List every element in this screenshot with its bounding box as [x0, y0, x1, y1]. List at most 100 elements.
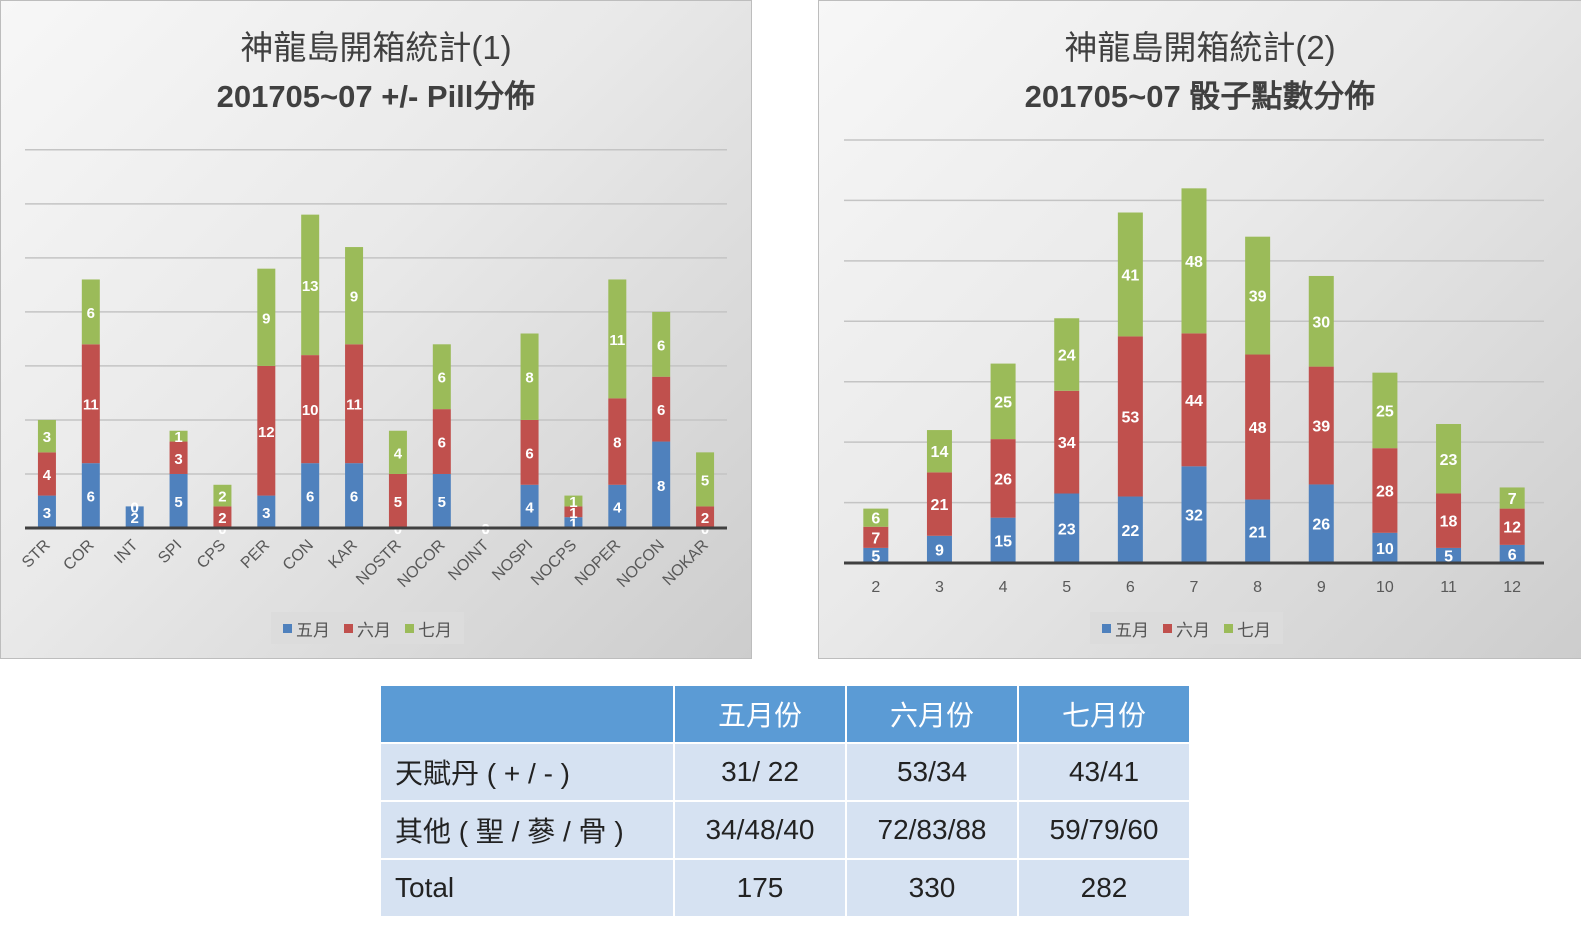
table-row-label: Total: [379, 858, 675, 918]
bar-segment: [1245, 499, 1271, 563]
data-label: 3: [174, 451, 182, 468]
bar-segment: [1372, 372, 1398, 449]
data-label: 7: [1508, 491, 1517, 508]
data-label: 6: [438, 370, 446, 387]
table-cell: 330: [845, 858, 1019, 918]
bar-segment: [608, 484, 627, 528]
table-cell: 31/ 22: [673, 742, 847, 802]
data-label: 11: [346, 397, 362, 414]
bar-segment: [696, 506, 715, 528]
bar-segment: [1372, 532, 1398, 563]
bar-segment: [863, 508, 889, 527]
data-label: 4: [394, 445, 403, 462]
data-label: 3: [43, 505, 51, 522]
legend-item-may: 五月: [1102, 616, 1149, 641]
legend-label-may: 五月: [296, 620, 330, 640]
bar-segment: [388, 473, 407, 528]
bar-segment: [81, 344, 100, 464]
data-label: 6: [87, 489, 95, 506]
data-label: 1: [569, 505, 577, 522]
data-label: 2: [218, 489, 226, 506]
data-label: 4: [613, 499, 622, 516]
legend-swatch-july: [1224, 623, 1233, 633]
data-label: 0: [131, 499, 139, 516]
bar-segment: [608, 279, 627, 399]
table-cell: 53/34: [845, 742, 1019, 802]
legend-item-may: 五月: [283, 616, 330, 641]
bar-segment: [169, 441, 188, 474]
bar-segment: [1499, 508, 1525, 545]
data-label: 6: [438, 435, 446, 452]
data-label: 23: [1058, 521, 1076, 538]
data-label: 5: [394, 494, 402, 511]
data-label: 11: [609, 332, 625, 349]
data-label: 12: [1503, 520, 1521, 537]
bar-segment: [37, 419, 56, 453]
data-label: 26: [994, 471, 1012, 488]
bar-segment: [652, 376, 671, 442]
bar-segment: [1054, 318, 1080, 391]
data-label: 22: [1121, 523, 1139, 540]
data-label: 4: [525, 499, 534, 516]
bar-segment: [1181, 333, 1207, 467]
data-label: 3: [262, 505, 270, 522]
bar-segment: [37, 495, 56, 528]
data-label: 12: [258, 424, 275, 441]
bar-segment: [1436, 493, 1462, 548]
bar-segment: [1054, 493, 1080, 563]
table-cell: 34/48/40: [673, 800, 847, 860]
chart1-legend: 五月 六月 七月: [271, 612, 464, 644]
data-label: 13: [302, 278, 319, 295]
bar-segment: [301, 355, 320, 464]
bar-segment: [926, 472, 952, 536]
data-label: 39: [1249, 289, 1267, 306]
bar-segment: [432, 344, 451, 410]
data-label: 8: [525, 370, 533, 387]
bar-segment: [520, 484, 539, 528]
bar-segment: [169, 473, 188, 528]
bar-segment: [1117, 212, 1143, 337]
x-tick-label: NOINT: [445, 537, 492, 584]
data-label: 5: [871, 548, 880, 565]
bar-segment: [863, 526, 889, 548]
table-header-cell: [379, 684, 675, 744]
data-label: 15: [994, 533, 1012, 550]
data-label: 6: [306, 489, 314, 506]
x-tick-label: NOCON: [614, 537, 668, 591]
data-label: 1: [569, 494, 577, 511]
data-label: 44: [1185, 393, 1203, 410]
x-tick-label: NOCOR: [395, 537, 449, 591]
data-label: 5: [701, 472, 709, 489]
legend-label-july: 七月: [418, 620, 452, 640]
bar-segment: [388, 430, 407, 474]
data-label: 2: [218, 510, 226, 527]
data-label: 5: [1444, 548, 1453, 565]
bar-segment: [564, 517, 583, 528]
chart2-plot: 5762921143152625423342452253416324448721…: [844, 139, 1544, 596]
data-label: 39: [1312, 419, 1330, 436]
bar-segment: [652, 311, 671, 377]
x-tick-label: 7: [1190, 579, 1199, 596]
table-row-label: 天賦丹 ( + / - ): [379, 742, 675, 802]
x-tick-label: STR: [19, 537, 54, 572]
legend-swatch-june: [1163, 623, 1172, 633]
legend-label-may: 五月: [1115, 620, 1149, 640]
chart1-subtitle: 201705~07 +/- Pill分佈: [216, 79, 536, 114]
legend-label-june: 六月: [357, 620, 391, 640]
bar-segment: [990, 517, 1016, 563]
data-label: 0: [131, 499, 139, 516]
data-label: 26: [1312, 517, 1330, 534]
data-label: 1: [569, 516, 577, 533]
x-tick-label: SPI: [155, 537, 185, 567]
bar-segment: [345, 463, 364, 528]
data-label: 8: [657, 478, 665, 495]
legend-swatch-july: [405, 623, 414, 633]
table-cell: 282: [1017, 858, 1191, 918]
legend-swatch-june: [344, 623, 353, 633]
data-label: 18: [1440, 514, 1458, 531]
bar-segment: [1499, 487, 1525, 509]
data-label: 7: [871, 530, 880, 547]
legend-label-july: 七月: [1237, 620, 1271, 640]
table-cell: 175: [673, 858, 847, 918]
data-label: 10: [1376, 541, 1394, 558]
